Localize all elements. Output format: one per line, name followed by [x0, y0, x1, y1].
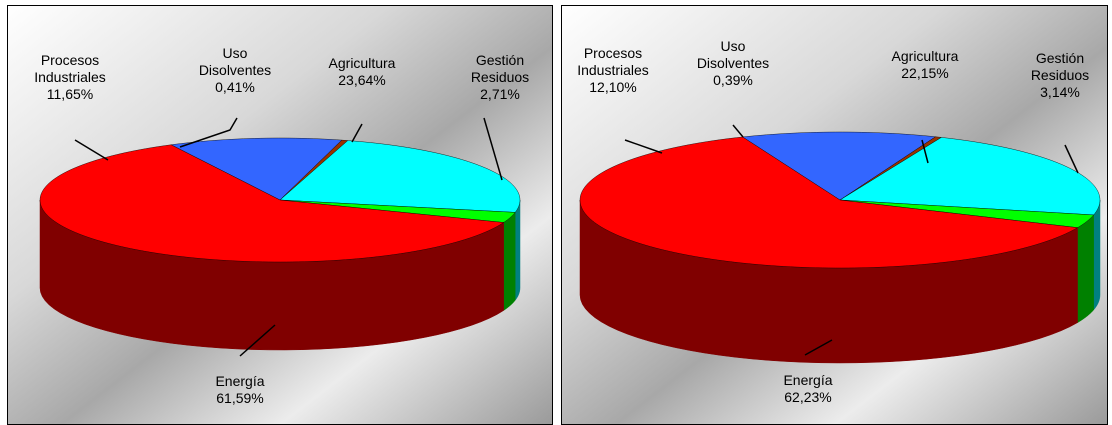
category-label: Uso Disolventes: [198, 45, 272, 78]
leader-line: [239, 324, 276, 357]
slice-label: Uso Disolventes 0,41%: [185, 45, 285, 96]
leader-line: [179, 117, 238, 148]
slice-side: [514, 199, 521, 302]
leader-line: [1064, 144, 1079, 174]
leader-line: [351, 123, 363, 143]
category-label: Procesos Industriales: [577, 45, 649, 78]
value-label: 22,15%: [901, 65, 949, 81]
slice: [742, 131, 937, 201]
slice-side: [1093, 199, 1101, 311]
slice: [279, 140, 521, 213]
value-label: 12,10%: [589, 79, 637, 95]
leader-line: [732, 124, 744, 138]
slice-side: [1077, 214, 1094, 324]
category-label: Gestión Residuos: [470, 52, 530, 85]
value-label: 62,23%: [784, 389, 832, 405]
leader-line: [921, 139, 929, 164]
slice-label: Uso Disolventes 0,39%: [683, 38, 783, 89]
value-label: 3,14%: [1040, 84, 1080, 100]
slice-label: Procesos Industriales 11,65%: [20, 52, 120, 103]
slice-label: Energía 62,23%: [758, 372, 858, 406]
leader-line: [804, 339, 833, 356]
category-label: Energía: [783, 372, 833, 388]
category-label: Agricultura: [328, 55, 396, 71]
value-label: 2,71%: [480, 86, 520, 102]
slice-label: Gestión Residuos 3,14%: [1010, 50, 1110, 101]
slice-label: Agricultura 23,64%: [312, 55, 412, 89]
slice: [839, 137, 1101, 216]
slice-side: [503, 211, 516, 311]
value-label: 61,59%: [216, 390, 264, 406]
leader-line: [74, 139, 109, 161]
value-label: 11,65%: [46, 86, 94, 102]
slice-label: Gestión Residuos 2,71%: [450, 52, 550, 103]
slice: [579, 136, 1079, 269]
value-label: 23,64%: [338, 72, 386, 88]
leader-line: [483, 117, 503, 181]
category-label: Uso Disolventes: [696, 38, 770, 71]
value-label: 0,39%: [713, 72, 753, 88]
category-label: Agricultura: [891, 48, 959, 64]
category-label: Gestión Residuos: [1030, 50, 1090, 83]
value-label: 0,41%: [215, 79, 255, 95]
leader-line: [624, 139, 663, 154]
category-label: Energía: [215, 373, 265, 389]
category-label: Procesos Industriales: [34, 52, 106, 85]
slice: [839, 199, 1095, 228]
slice-label: Energía 61,59%: [190, 373, 290, 407]
slice: [39, 144, 505, 263]
slice-label: Procesos Industriales 12,10%: [563, 45, 663, 96]
slice: [279, 199, 516, 223]
slice-label: Agricultura 22,15%: [875, 48, 975, 82]
